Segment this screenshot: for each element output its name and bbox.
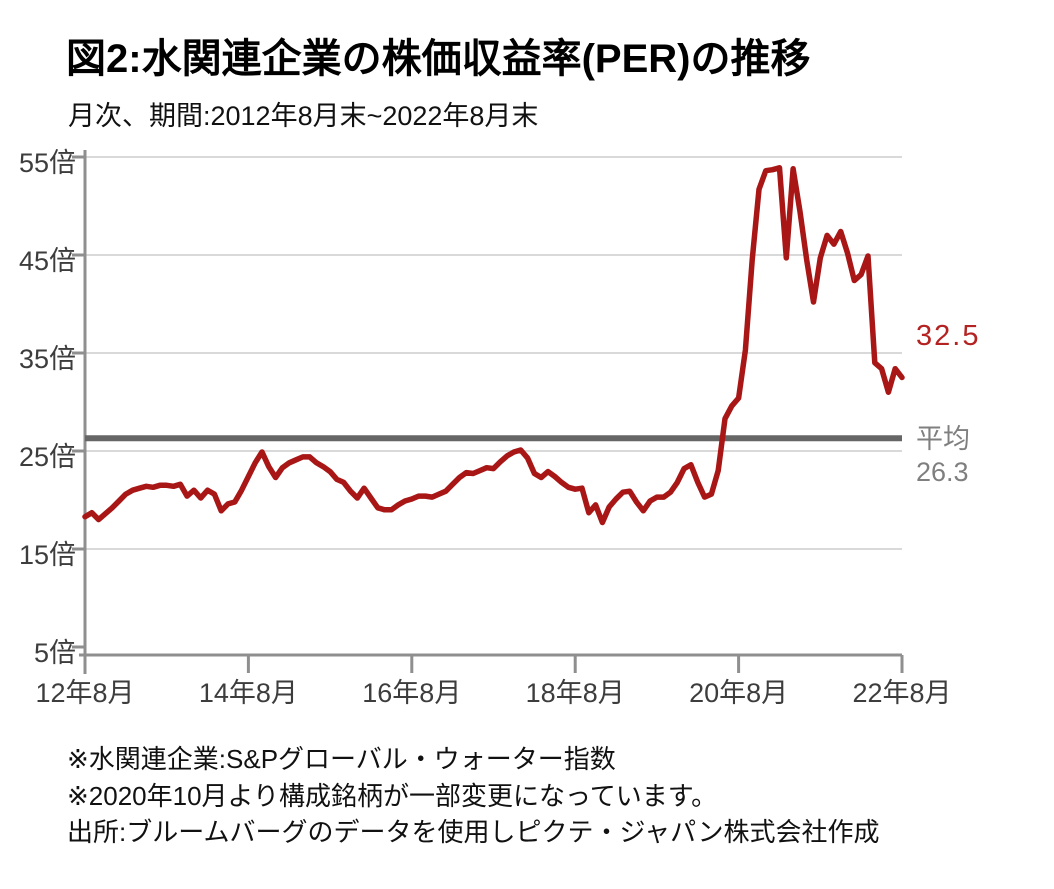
y-tick-label: 35倍 xyxy=(18,344,76,374)
footnotes: ※水関連企業:S&Pグローバル・ウォーター指数 ※2020年10月より構成銘柄が… xyxy=(67,741,879,851)
x-tick-label: 18年8月 xyxy=(525,678,625,708)
footnote-line-3: 出所:ブルームバーグのデータを使用しピクテ・ジャパン株式会社作成 xyxy=(67,817,880,847)
footnote-line-1: ※水関連企業:S&Pグローバル・ウォーター指数 xyxy=(67,744,616,774)
average-label-text: 平均 xyxy=(916,424,970,454)
y-tick-label: 25倍 xyxy=(18,442,76,472)
per-series-line xyxy=(82,165,905,526)
x-tick-label: 16年8月 xyxy=(362,678,462,708)
y-tick-label: 45倍 xyxy=(18,246,76,276)
x-tick-label: 20年8月 xyxy=(689,678,789,708)
x-tick-label: 14年8月 xyxy=(198,678,298,708)
y-tick-label: 15倍 xyxy=(18,540,76,570)
chart-subtitle: 月次、期間:2012年8月末~2022年8月末 xyxy=(68,101,539,131)
y-tick-label: 55倍 xyxy=(18,148,76,178)
chart-title: 図2:水関連企業の株価収益率(PER)の推移 xyxy=(66,37,811,81)
last-value-label: 32.5 xyxy=(916,320,981,352)
average-value-text: 26.3 xyxy=(916,457,969,487)
average-annotation: 平均 26.3 xyxy=(916,423,970,489)
x-tick-label: 12年8月 xyxy=(35,678,135,708)
footnote-line-2: ※2020年10月より構成銘柄が一部変更になっています。 xyxy=(67,780,718,811)
y-tick-label: 5倍 xyxy=(33,638,76,668)
x-tick-label: 22年8月 xyxy=(852,678,952,708)
